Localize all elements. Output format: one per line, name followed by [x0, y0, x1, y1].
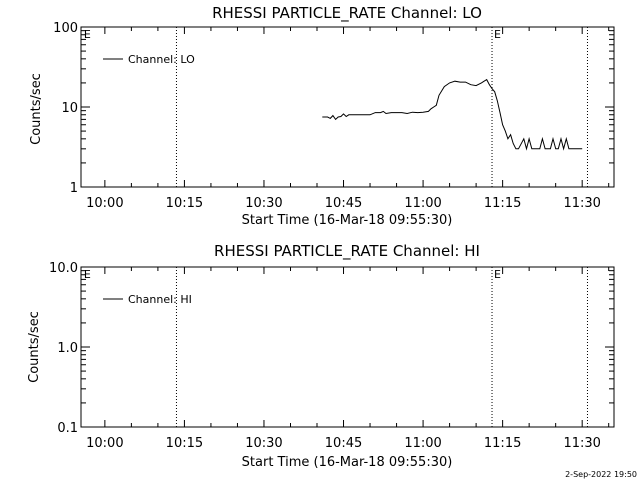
- y-tick-label: 1: [70, 181, 78, 196]
- x-tick-label: 11:00: [404, 196, 441, 211]
- y-tick-label: 100: [53, 21, 78, 36]
- x-tick-label: 10:00: [86, 196, 123, 211]
- event-marker-label: E: [84, 268, 91, 281]
- legend-lo: Channel: LO: [103, 53, 195, 66]
- x-tick-label: 11:15: [484, 436, 521, 451]
- event-marker-label: E: [84, 28, 91, 41]
- x-tick-label: 11:15: [484, 196, 521, 211]
- event-marker-label: E: [494, 28, 501, 41]
- x-tick-label: 10:45: [325, 196, 362, 211]
- series-line-0: [322, 78, 583, 151]
- y-axis-label-hi: Counts/sec: [27, 311, 42, 383]
- series-lo: [322, 78, 583, 151]
- x-tick-label: 10:45: [325, 436, 362, 451]
- y-tick-label: 0.1: [57, 421, 78, 436]
- ticks-lo: 10:00 10:15 10:30 10:45 11:00 11:15 11:30 1 10 10…: [53, 21, 614, 211]
- y-tick-label: 1.0: [57, 341, 78, 356]
- y-axis-label-lo: Counts/sec: [29, 73, 44, 145]
- footer-timestamp: 2-Sep-2022 19:50: [565, 470, 637, 479]
- event-marker-label: E: [494, 268, 501, 281]
- legend-label-hi: Channel: HI: [128, 293, 192, 306]
- chart-title-hi: RHESSI PARTICLE_RATE Channel: HI: [214, 242, 480, 261]
- plot-frame-lo: [80, 26, 615, 188]
- x-axis-label-lo: Start Time (16-Mar-18 09:55:30): [242, 213, 453, 228]
- y-tick-label: 10.0: [49, 261, 78, 276]
- x-tick-label: 10:15: [166, 436, 203, 451]
- x-tick-label: 10:00: [86, 436, 123, 451]
- legend-label-lo: Channel: LO: [128, 53, 195, 66]
- plot-frame-hi: [80, 266, 615, 428]
- legend-hi: Channel: HI: [103, 293, 192, 306]
- x-tick-label: 10:30: [245, 436, 282, 451]
- x-tick-label: 11:00: [404, 436, 441, 451]
- chart-title-lo: RHESSI PARTICLE_RATE Channel: LO: [212, 4, 482, 23]
- x-tick-label: 11:30: [563, 196, 600, 211]
- x-axis-label-hi: Start Time (16-Mar-18 09:55:30): [242, 455, 453, 470]
- ticks-hi: 10:00 10:15 10:30 10:45 11:00 11:15 11:30 0.1 1.…: [49, 261, 614, 451]
- x-tick-label: 10:15: [166, 196, 203, 211]
- panel-lo: RHESSI PARTICLE_RATE Channel: LO Counts/…: [29, 4, 615, 228]
- x-tick-label: 11:30: [563, 436, 600, 451]
- y-tick-label: 10: [61, 101, 78, 116]
- panel-hi: RHESSI PARTICLE_RATE Channel: HI Counts/…: [27, 242, 615, 470]
- x-tick-label: 10:30: [245, 196, 282, 211]
